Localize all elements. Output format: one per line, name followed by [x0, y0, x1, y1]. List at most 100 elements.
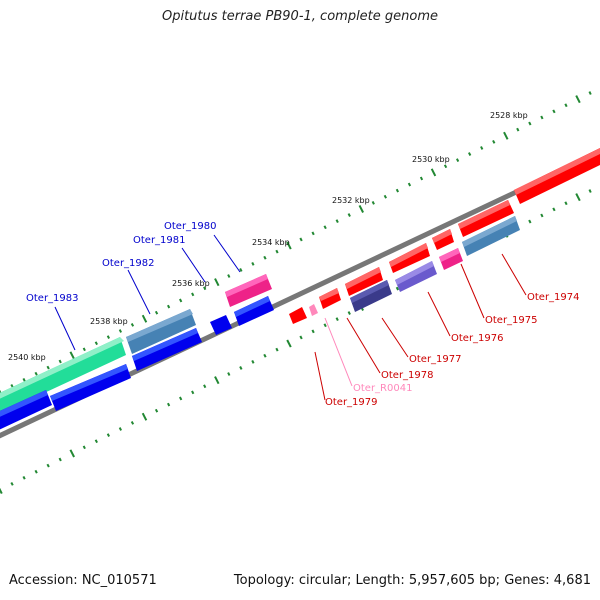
- minor-tick: [94, 341, 98, 346]
- callout-line: [324, 317, 353, 387]
- minor-tick: [179, 396, 183, 401]
- map-title: Opitutus terrae PB90-1, complete genome: [161, 9, 439, 24]
- minor-tick: [130, 421, 135, 425]
- separator: ;: [347, 573, 356, 588]
- minor-tick: [588, 91, 592, 95]
- gene-label[interactable]: Oter_1976: [451, 333, 504, 344]
- major-tick: [503, 131, 509, 140]
- kbp-label: 2528 kbp: [490, 111, 528, 120]
- forward-genes: [0, 148, 600, 420]
- minor-tick: [239, 268, 243, 272]
- minor-tick: [588, 189, 592, 193]
- minor-tick: [22, 377, 26, 382]
- callout-line: [127, 269, 151, 315]
- callout-line: [181, 247, 206, 283]
- minor-tick: [311, 329, 315, 334]
- outer-tick-track: [0, 91, 592, 397]
- gene-label[interactable]: Oter_1979: [325, 397, 378, 408]
- minor-tick: [395, 286, 400, 291]
- major-tick: [286, 339, 292, 348]
- minor-tick: [540, 115, 544, 120]
- gene-arrow-top: [389, 243, 428, 267]
- minor-tick: [528, 121, 532, 126]
- minor-tick: [118, 427, 122, 431]
- minor-tick: [167, 304, 171, 309]
- gene-arrow-top: [439, 248, 460, 262]
- gene-arrow-top: [0, 390, 48, 417]
- minor-tick: [179, 298, 183, 303]
- minor-tick: [552, 109, 556, 114]
- callout-line: [54, 306, 76, 351]
- gene-arrow[interactable]: [289, 307, 307, 324]
- minor-tick: [528, 219, 532, 224]
- minor-tick: [335, 219, 339, 224]
- major-tick: [214, 376, 220, 385]
- gene-arrow[interactable]: [0, 337, 126, 420]
- gene-arrow-top: [345, 267, 381, 289]
- minor-tick: [34, 469, 38, 474]
- minor-tick: [82, 445, 86, 450]
- genome-stats: Topology: circular; Length: 5,957,605 bp…: [234, 573, 591, 588]
- minor-tick: [540, 213, 544, 218]
- callout-line: [460, 263, 485, 319]
- minor-tick: [191, 390, 195, 395]
- major-tick: [575, 95, 581, 104]
- minor-tick: [335, 317, 339, 322]
- minor-tick: [58, 457, 62, 462]
- minor-tick: [468, 152, 472, 156]
- gene-label[interactable]: Oter_1983: [26, 293, 79, 304]
- gene-label[interactable]: Oter_R0041: [353, 383, 412, 394]
- gene-arrow-top: [514, 148, 600, 195]
- minor-tick: [275, 347, 279, 352]
- minor-tick: [311, 231, 315, 236]
- length-text: Length: 5,957,605 bp: [355, 573, 496, 588]
- minor-tick: [299, 335, 303, 340]
- minor-tick: [383, 194, 387, 199]
- minor-tick: [347, 311, 351, 315]
- gene-arrow-top: [225, 274, 268, 297]
- gene-label[interactable]: Oter_1975: [485, 315, 538, 326]
- gene-arrow-top: [395, 261, 434, 285]
- minor-tick: [492, 139, 496, 144]
- gene-label[interactable]: Oter_1981: [133, 235, 186, 246]
- minor-tick: [275, 249, 279, 254]
- kbp-label: 2532 kbp: [332, 196, 370, 205]
- major-tick: [141, 314, 148, 323]
- gene-arrow[interactable]: [210, 315, 232, 335]
- minor-tick: [130, 323, 135, 327]
- topology-text: Topology: circular: [233, 573, 347, 588]
- minor-tick: [203, 286, 207, 291]
- minor-tick: [263, 255, 267, 260]
- minor-tick: [46, 463, 50, 468]
- minor-tick: [395, 188, 400, 193]
- kbp-label: 2530 kbp: [412, 155, 450, 164]
- callout-line: [427, 291, 451, 337]
- minor-tick: [407, 182, 412, 187]
- minor-tick: [203, 384, 207, 389]
- minor-tick: [251, 261, 255, 266]
- gene-label[interactable]: Oter_1982: [102, 258, 155, 269]
- major-tick: [214, 278, 220, 287]
- minor-tick: [443, 164, 448, 169]
- minor-tick: [323, 225, 327, 230]
- gene-label[interactable]: Oter_1977: [409, 354, 462, 365]
- gene-arrow[interactable]: [126, 309, 196, 354]
- gene-label[interactable]: Oter_1974: [527, 292, 580, 303]
- gene-arrow[interactable]: [0, 390, 52, 436]
- callout-lines: [54, 234, 527, 401]
- minor-tick: [46, 365, 50, 370]
- gene-label[interactable]: Oter_1978: [381, 370, 434, 381]
- minor-tick: [347, 213, 351, 217]
- minor-tick: [251, 359, 255, 364]
- gene-arrow-top: [0, 337, 124, 399]
- minor-tick: [106, 335, 110, 339]
- minor-tick: [564, 103, 568, 108]
- gene-label[interactable]: Oter_1980: [164, 221, 217, 232]
- major-tick: [430, 168, 437, 177]
- minor-tick: [227, 274, 231, 278]
- minor-tick: [167, 402, 171, 407]
- minor-tick: [118, 329, 122, 333]
- major-tick: [286, 241, 292, 250]
- major-tick: [69, 351, 75, 360]
- gene-arrow[interactable]: [309, 304, 318, 316]
